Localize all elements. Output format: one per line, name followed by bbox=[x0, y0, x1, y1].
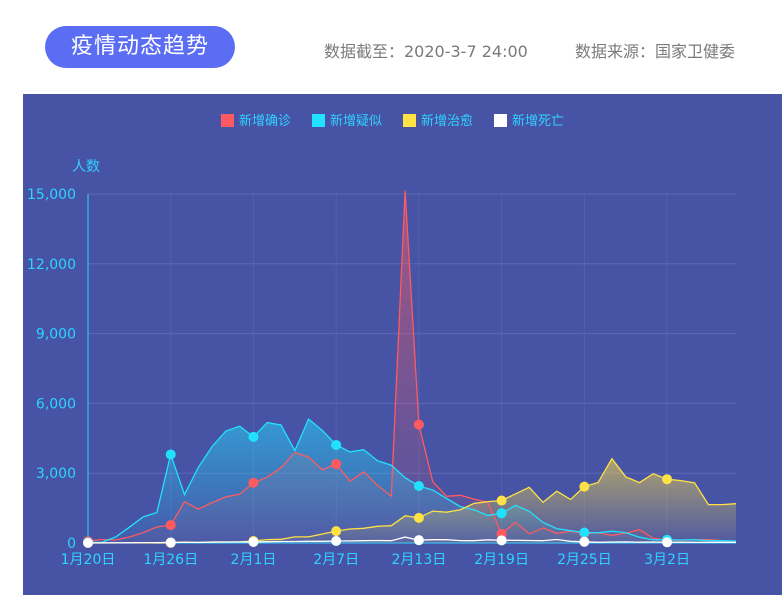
data-point[interactable] bbox=[413, 480, 424, 491]
legend-label[interactable]: 新增治愈 bbox=[421, 113, 473, 129]
legend-swatch bbox=[312, 114, 325, 127]
chart-panel: 0 3,000 6,000 9,000 12,000 15,000 1月20日 1月26日 2月… bbox=[23, 94, 782, 595]
series-line-1 bbox=[88, 417, 737, 544]
data-point[interactable] bbox=[413, 535, 424, 546]
x-tick-label: 1月26日 bbox=[143, 552, 198, 568]
legend-label[interactable]: 新增死亡 bbox=[512, 113, 564, 129]
data-point[interactable] bbox=[248, 477, 259, 488]
legend-label[interactable]: 新增疑似 bbox=[330, 113, 382, 129]
x-tick-label: 2月25日 bbox=[557, 552, 612, 568]
legend-swatch bbox=[403, 114, 416, 127]
data-point[interactable] bbox=[496, 535, 507, 546]
data-point[interactable] bbox=[662, 474, 673, 485]
data-point[interactable] bbox=[331, 458, 342, 469]
data-point[interactable] bbox=[579, 481, 590, 492]
data-point[interactable] bbox=[662, 537, 673, 548]
y-tick-label: 6,000 bbox=[36, 396, 76, 412]
data-point[interactable] bbox=[248, 431, 259, 442]
series-area-1 bbox=[88, 419, 736, 543]
data-source-text: 数据来源：国家卫健委 bbox=[575, 42, 736, 61]
x-tick-label: 2月13日 bbox=[392, 552, 447, 568]
y-tick-label: 15,000 bbox=[27, 187, 76, 203]
page-title: 疫情动态趋势 bbox=[45, 26, 235, 68]
series-line-0 bbox=[87, 190, 737, 543]
x-tick-label: 2月19日 bbox=[474, 552, 529, 568]
y-tick-label: 0 bbox=[67, 536, 76, 552]
data-point[interactable] bbox=[165, 537, 176, 548]
data-point[interactable] bbox=[496, 508, 507, 519]
x-tick-label: 3月2日 bbox=[644, 552, 690, 568]
x-tick-label: 2月1日 bbox=[231, 552, 277, 568]
data-point[interactable] bbox=[331, 526, 342, 537]
x-tick-label: 2月7日 bbox=[313, 552, 359, 568]
data-point[interactable] bbox=[83, 537, 93, 548]
series-area-0 bbox=[88, 190, 736, 543]
legend-label[interactable]: 新增确诊 bbox=[239, 113, 291, 129]
legend-swatch bbox=[494, 114, 507, 127]
y-tick-label: 12,000 bbox=[27, 257, 76, 273]
x-tick-label: 1月20日 bbox=[61, 552, 116, 568]
data-point[interactable] bbox=[579, 536, 590, 547]
data-point[interactable] bbox=[331, 439, 342, 450]
data-point[interactable] bbox=[165, 449, 176, 460]
data-as-of-text: 数据截至：2020-3-7 24:00 bbox=[324, 42, 528, 61]
y-tick-label: 9,000 bbox=[36, 327, 76, 343]
data-point[interactable] bbox=[248, 536, 259, 547]
data-point[interactable] bbox=[331, 535, 342, 546]
y-tick-label: 3,000 bbox=[36, 466, 76, 482]
y-axis-label: 人数 bbox=[72, 159, 100, 175]
data-point[interactable] bbox=[413, 512, 424, 523]
data-point[interactable] bbox=[579, 527, 590, 538]
data-point[interactable] bbox=[413, 419, 424, 430]
series-area-2 bbox=[88, 458, 736, 543]
trend-chart: 0 3,000 6,000 9,000 12,000 15,000 1月20日 1月26日 2月… bbox=[27, 113, 737, 568]
legend-swatch bbox=[221, 114, 234, 127]
data-point[interactable] bbox=[496, 495, 507, 506]
chart-legend: 新增确诊 新增疑似 新增治愈 新增死亡 bbox=[221, 113, 564, 129]
data-point[interactable] bbox=[165, 520, 176, 531]
series-line-3 bbox=[88, 536, 737, 544]
